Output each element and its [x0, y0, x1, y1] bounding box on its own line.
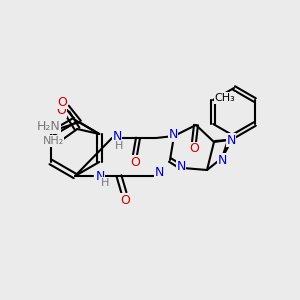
Text: H: H — [115, 141, 123, 151]
Text: CH₃: CH₃ — [215, 93, 236, 103]
Text: H₂N: H₂N — [36, 121, 60, 134]
Text: N: N — [226, 134, 236, 146]
Text: O: O — [57, 95, 67, 109]
Text: N: N — [154, 167, 164, 179]
Text: O: O — [189, 142, 199, 155]
Text: N: N — [217, 154, 227, 166]
Text: N: N — [112, 130, 122, 143]
Text: NH₂: NH₂ — [43, 136, 64, 146]
Text: O: O — [120, 194, 130, 206]
Text: O: O — [56, 104, 66, 118]
Text: H: H — [101, 178, 109, 188]
Text: N: N — [176, 160, 186, 172]
Text: N: N — [95, 170, 105, 184]
Text: O: O — [130, 155, 140, 169]
Text: N: N — [168, 128, 178, 142]
